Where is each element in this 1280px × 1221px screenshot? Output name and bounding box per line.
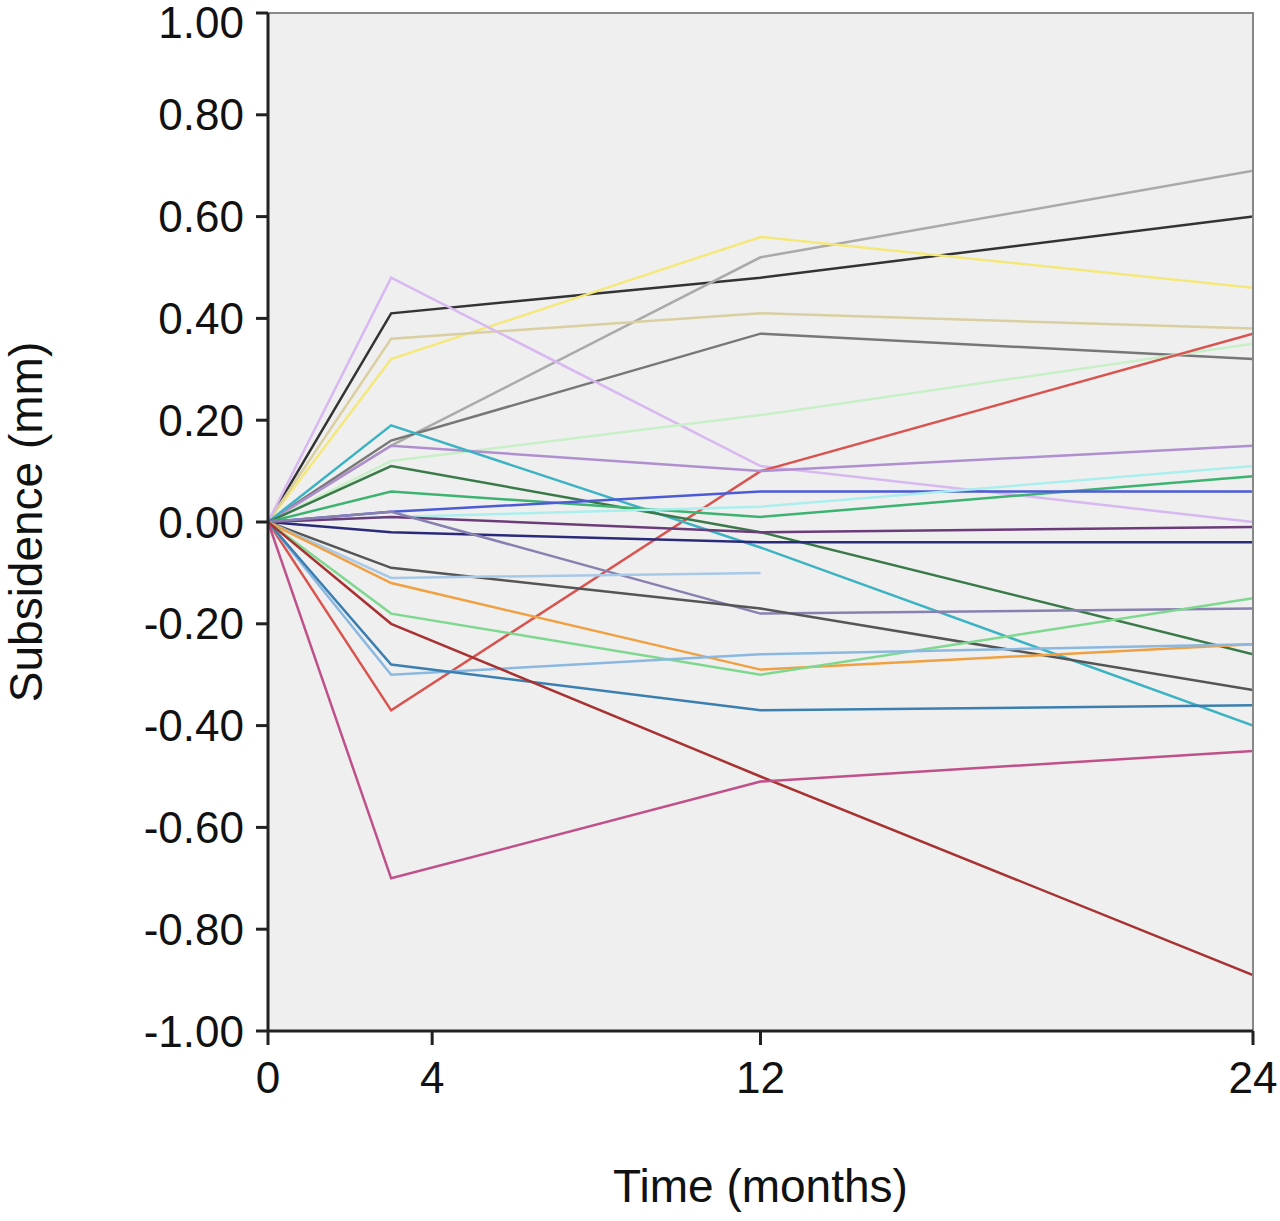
y-tick-label: -0.40	[144, 701, 244, 750]
x-tick	[431, 1031, 434, 1045]
series-line	[268, 334, 1253, 711]
series-line	[268, 217, 1253, 522]
series-line	[268, 313, 1253, 522]
chart: -1.00 -0.80 -0.60 -0.40 -0.20 0.00 0.20 0.40 0.6…	[0, 0, 1280, 1221]
series-line	[268, 466, 1253, 654]
y-tick	[256, 12, 268, 15]
y-tick	[256, 826, 268, 829]
y-tick	[256, 622, 268, 625]
y-tick-label: 1.00	[158, 0, 244, 47]
plot-frame	[268, 13, 1253, 1031]
x-tick-label: 4	[420, 1053, 444, 1102]
y-tick-label: -0.80	[144, 905, 244, 954]
y-tick	[256, 419, 268, 422]
x-tick	[1252, 1031, 1255, 1045]
series-line	[268, 466, 1253, 522]
x-tick-label: 12	[736, 1053, 785, 1102]
series-line	[268, 512, 1253, 614]
series-line	[268, 237, 1253, 522]
y-tick-label: 0.20	[158, 396, 244, 445]
y-tick-label: 0.80	[158, 90, 244, 139]
x-axis-label: Time (months)	[613, 1160, 908, 1212]
series-line	[268, 522, 1253, 710]
series-line	[268, 522, 1253, 975]
series-line	[268, 334, 1253, 522]
y-tick	[256, 928, 268, 931]
y-tick-label: 0.00	[158, 498, 244, 547]
y-tick	[256, 724, 268, 727]
y-tick	[256, 113, 268, 116]
x-tick	[267, 1031, 270, 1045]
series-line	[268, 522, 761, 578]
series-line	[268, 522, 1253, 675]
y-tick-label: -1.00	[144, 1007, 244, 1056]
series-line	[268, 446, 1253, 522]
y-tick	[256, 521, 268, 524]
series-line	[268, 522, 1253, 675]
series-group	[268, 171, 1253, 975]
x-tick-label: 0	[256, 1053, 280, 1102]
plot-background	[268, 13, 1253, 1031]
y-tick-label: 0.60	[158, 192, 244, 241]
y-axis-label: Subsidence (mm)	[0, 342, 52, 702]
y-tick	[256, 317, 268, 320]
series-line	[268, 278, 1253, 522]
series-line	[268, 522, 1253, 690]
y-tick	[256, 215, 268, 218]
x-tick	[759, 1031, 762, 1045]
series-line	[268, 425, 1253, 725]
y-tick-label: -0.20	[144, 599, 244, 648]
y-tick	[256, 1030, 268, 1033]
y-tick-label: -0.60	[144, 803, 244, 852]
series-line	[268, 522, 1253, 878]
x-tick-label: 24	[1229, 1053, 1278, 1102]
y-tick-label: 0.40	[158, 294, 244, 343]
